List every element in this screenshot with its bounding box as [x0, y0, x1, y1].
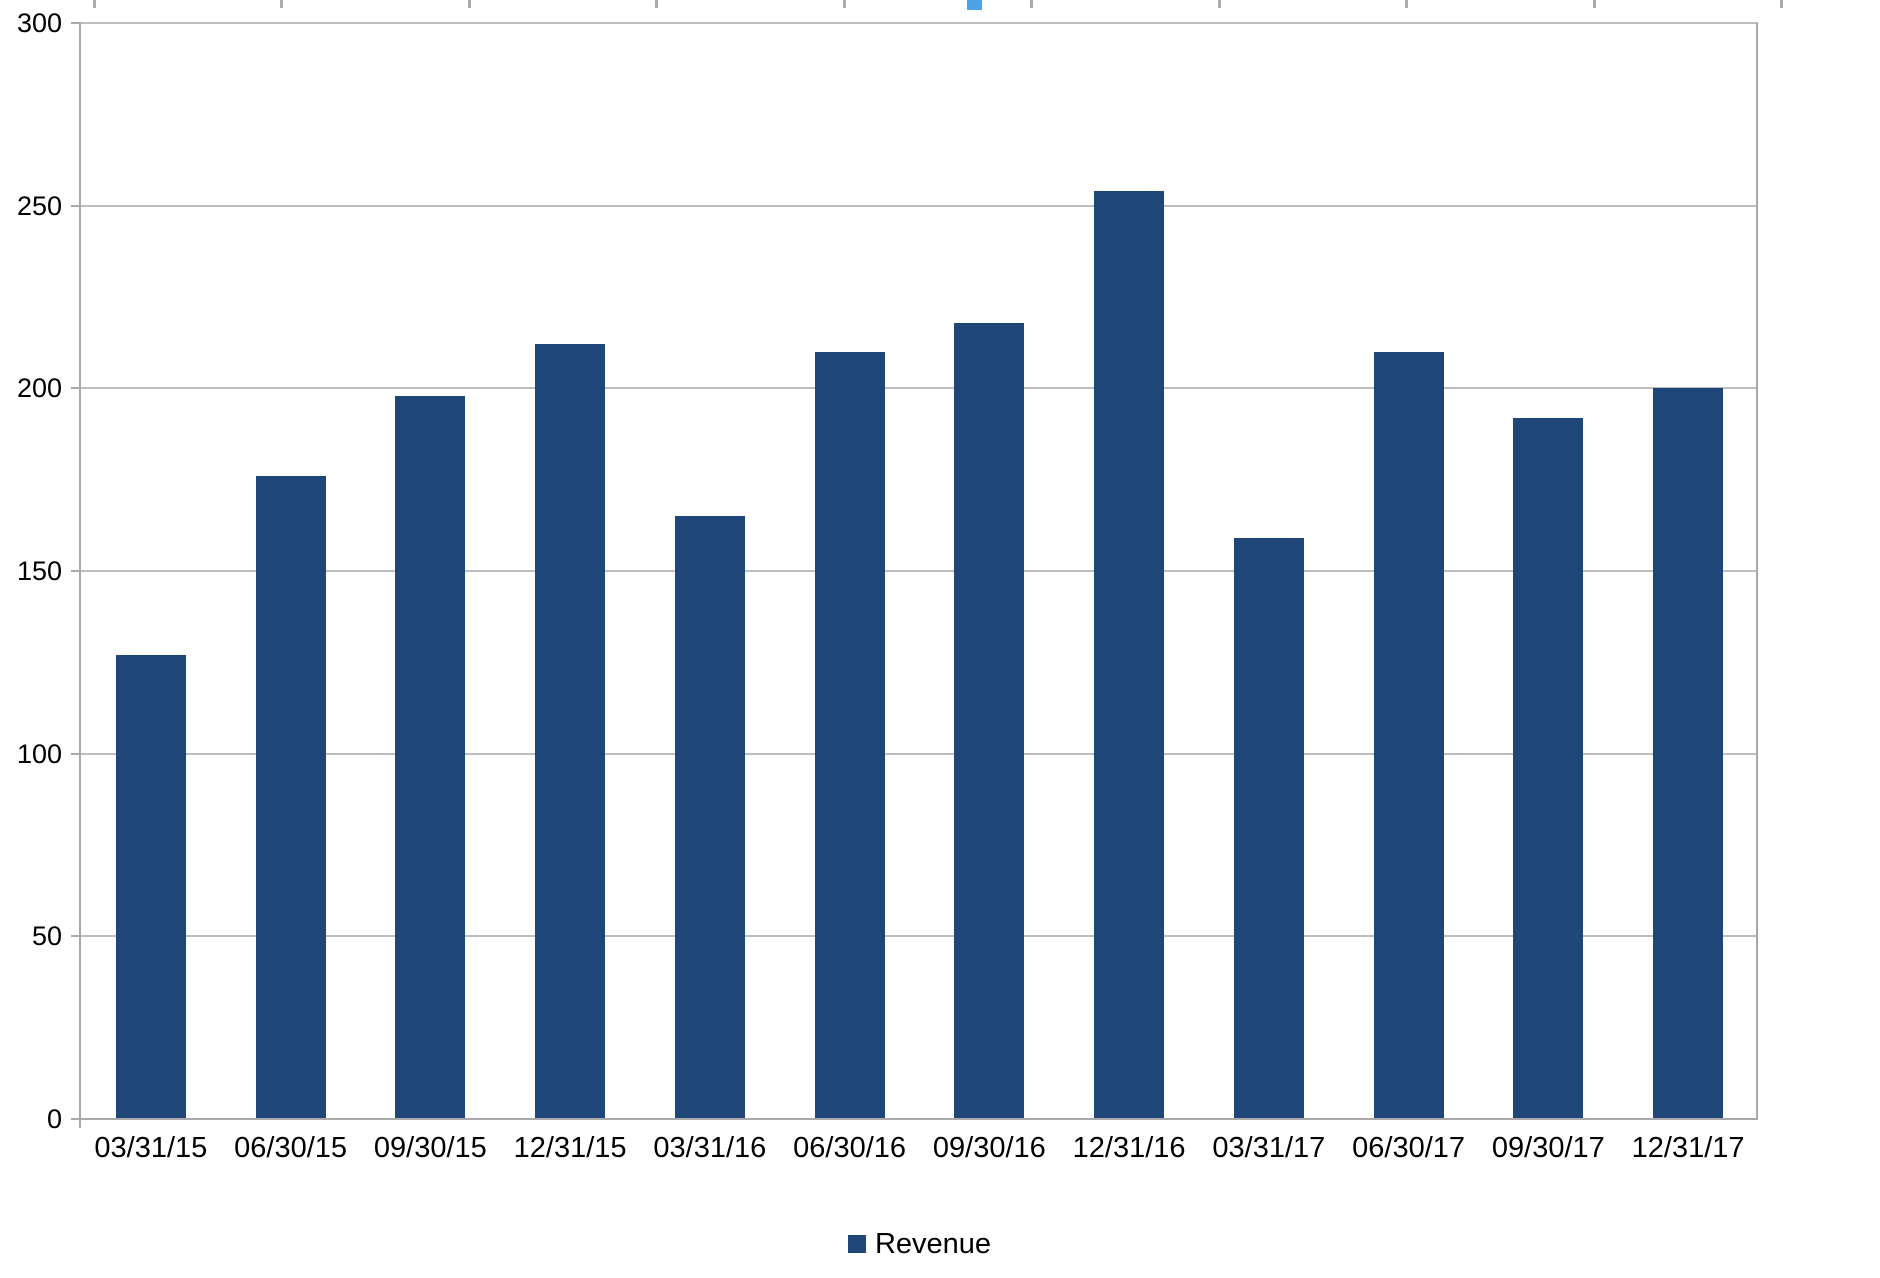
gridline: [81, 752, 1758, 755]
y-axis-tick: [71, 752, 81, 755]
x-axis-line: [81, 1118, 1758, 1120]
y-axis-tick: [71, 570, 81, 572]
y-tick-label: 150: [16, 556, 62, 586]
x-tick-label: 12/31/15: [513, 1132, 627, 1164]
bar-06/30/16[interactable]: [814, 351, 885, 1119]
gridline: [81, 22, 1758, 24]
legend[interactable]: Revenue: [81, 1227, 1758, 1261]
bar-12/31/16[interactable]: [1094, 191, 1165, 1119]
x-tick-label: 09/30/16: [932, 1132, 1046, 1164]
column-separator-tick: [843, 0, 846, 8]
x-tick-label: 06/30/16: [793, 1132, 907, 1164]
bar-03/31/16[interactable]: [674, 516, 745, 1119]
column-separator-tick: [655, 0, 658, 8]
gridline: [81, 570, 1758, 572]
x-tick-label: 03/31/17: [1212, 1132, 1326, 1164]
x-tick-label: 03/31/15: [94, 1132, 208, 1164]
column-separator-tick: [280, 0, 283, 8]
y-tick-label: 100: [16, 738, 62, 769]
column-separator-tick: [1030, 0, 1033, 8]
y-axis-line: [79, 23, 81, 1128]
y-axis-tick: [71, 1118, 81, 1120]
x-tick-label: 03/31/16: [653, 1132, 767, 1164]
y-tick-label: 300: [16, 8, 62, 38]
x-tick-label: 09/30/15: [373, 1132, 487, 1164]
selection-handle[interactable]: [967, 0, 982, 10]
y-tick-label: 200: [16, 373, 62, 404]
x-tick-label: 12/31/16: [1072, 1132, 1186, 1164]
bar-09/30/16[interactable]: [954, 322, 1025, 1119]
column-separator-tick: [1218, 0, 1221, 8]
x-tick-label: 09/30/17: [1491, 1132, 1605, 1164]
y-tick-label: 50: [31, 921, 62, 952]
column-separator-tick: [1593, 0, 1596, 8]
x-tick-label: 06/30/15: [234, 1132, 348, 1164]
y-axis-tick: [71, 935, 81, 938]
x-tick-label: 12/31/17: [1631, 1132, 1745, 1164]
y-tick-label: 0: [46, 1104, 62, 1134]
bar-09/30/15[interactable]: [395, 395, 466, 1119]
bar-06/30/17[interactable]: [1373, 351, 1444, 1119]
gridline: [81, 935, 1758, 938]
y-tick-label: 250: [16, 190, 62, 221]
bar-12/31/15[interactable]: [535, 344, 606, 1119]
bar-12/31/17[interactable]: [1653, 388, 1724, 1119]
legend-label: Revenue: [874, 1228, 992, 1260]
bar-03/31/15[interactable]: [115, 655, 186, 1119]
column-separator-tick: [468, 0, 471, 8]
bar-06/30/15[interactable]: [255, 476, 326, 1119]
column-separator-tick: [1405, 0, 1408, 8]
bar-03/31/17[interactable]: [1233, 538, 1304, 1119]
x-tick-label: 06/30/17: [1352, 1132, 1466, 1164]
y-axis-tick: [71, 204, 81, 207]
gridline: [81, 387, 1758, 390]
legend-color-swatch: [847, 1235, 866, 1253]
bar-09/30/17[interactable]: [1513, 417, 1584, 1119]
y-axis-tick: [71, 22, 81, 24]
gridline: [81, 204, 1758, 207]
plot-right-border: [1756, 23, 1758, 1119]
y-axis-tick: [71, 387, 81, 390]
column-separator-tick: [93, 0, 96, 8]
column-separator-tick: [1780, 0, 1783, 8]
